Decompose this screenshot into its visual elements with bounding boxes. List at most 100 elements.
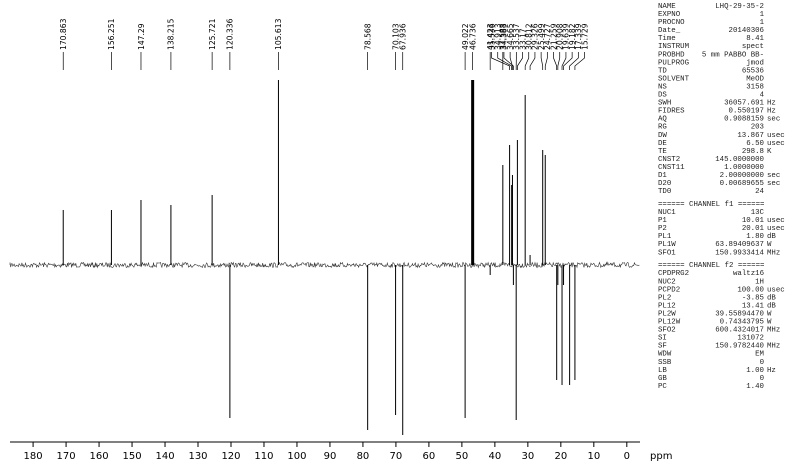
label-connector bbox=[563, 52, 573, 70]
param-name: D1 bbox=[658, 172, 667, 180]
peak-label: 78.568 bbox=[363, 23, 372, 50]
param-name: P2 bbox=[658, 225, 667, 233]
peak-label: 49.022 bbox=[461, 23, 470, 50]
label-connector bbox=[544, 52, 548, 70]
param-name: CPDPRG2 bbox=[658, 270, 689, 278]
param-name: SF bbox=[658, 343, 667, 351]
x-tick-label: 160 bbox=[90, 451, 109, 462]
label-connector bbox=[503, 52, 514, 70]
param-value: 1.00 bbox=[746, 367, 764, 375]
param-name: NUC1 bbox=[658, 209, 676, 217]
param-name: Time bbox=[658, 35, 676, 43]
peak-label: 24.727 bbox=[543, 23, 552, 50]
peak-label: 70.103 bbox=[391, 23, 400, 50]
peak-label: 105.613 bbox=[274, 18, 283, 50]
x-tick-label: 70 bbox=[390, 451, 403, 462]
label-connector bbox=[524, 52, 530, 70]
param-value: 0.550197 bbox=[729, 108, 764, 116]
baseline-noise bbox=[9, 261, 640, 269]
param-name: DS bbox=[658, 92, 667, 100]
param-name: AQ bbox=[658, 116, 667, 124]
param-value: 20140306 bbox=[729, 27, 764, 35]
param-name: TD bbox=[658, 67, 667, 75]
peak-label: 15.729 bbox=[580, 23, 589, 50]
param-name: INSTRUM bbox=[658, 43, 689, 51]
param-unit: sec bbox=[767, 116, 780, 124]
param-name: RG bbox=[658, 124, 667, 132]
param-name: D20 bbox=[658, 180, 671, 188]
param-unit: usec bbox=[767, 225, 785, 233]
param-name: SI bbox=[658, 335, 667, 343]
param-value: 13.867 bbox=[737, 132, 764, 140]
param-name: GB bbox=[658, 375, 667, 383]
param-name: PL2 bbox=[658, 294, 671, 302]
param-unit: usec bbox=[767, 132, 785, 140]
param-value: EM bbox=[755, 351, 764, 359]
param-value: 1.40 bbox=[746, 383, 764, 391]
label-connector bbox=[553, 52, 558, 70]
x-tick-label: 90 bbox=[324, 451, 337, 462]
param-value: 20.01 bbox=[742, 225, 765, 233]
peak-label: 20.908 bbox=[556, 23, 565, 50]
peak-label: 37.588 bbox=[499, 23, 508, 50]
param-value: 1.80 bbox=[746, 233, 764, 241]
param-name: PL12W bbox=[658, 319, 681, 327]
param-unit: MHz bbox=[767, 327, 780, 335]
param-name: PL1 bbox=[658, 233, 672, 241]
param-unit: W bbox=[767, 310, 772, 318]
param-name: PULPROG bbox=[658, 59, 689, 67]
param-name: WDW bbox=[658, 351, 672, 359]
peak-label: 30.812 bbox=[525, 23, 534, 50]
param-name: TD0 bbox=[658, 188, 671, 196]
x-tick-label: 110 bbox=[254, 451, 273, 462]
param-value: spect bbox=[742, 43, 764, 51]
peak-label: 25.499 bbox=[537, 23, 546, 50]
param-unit: Hz bbox=[767, 367, 776, 375]
param-value: 600.4324017 bbox=[715, 327, 764, 335]
param-value: 65536 bbox=[742, 67, 764, 75]
peak-label: 21.259 bbox=[549, 23, 558, 50]
param-value: 298.8 bbox=[742, 148, 764, 156]
param-name: TE bbox=[658, 148, 667, 156]
param-value: 145.0000000 bbox=[715, 156, 764, 164]
param-value: 203 bbox=[751, 124, 764, 132]
param-unit: usec bbox=[767, 140, 785, 148]
x-tick-label: 100 bbox=[287, 451, 306, 462]
param-unit: sec bbox=[767, 172, 780, 180]
param-name: SOLVENT bbox=[658, 75, 690, 83]
param-value: 150.9933414 bbox=[715, 249, 764, 257]
param-unit: dB bbox=[767, 233, 776, 241]
param-unit: Hz bbox=[767, 108, 776, 116]
param-value: 0 bbox=[760, 359, 764, 367]
param-value: MeOD bbox=[746, 75, 764, 83]
peak-label: 46.736 bbox=[468, 23, 477, 50]
peak-label: 34.665 bbox=[506, 23, 515, 50]
param-value: waltz16 bbox=[733, 270, 764, 278]
label-connector bbox=[529, 52, 536, 70]
param-name: P1 bbox=[658, 217, 667, 225]
param-value: 5 mm PABBO BB- bbox=[702, 51, 764, 59]
x-tick-label: 0 bbox=[624, 451, 630, 462]
param-name: LB bbox=[658, 367, 667, 375]
peak-label: 29.326 bbox=[531, 23, 540, 50]
peak-label: 34.383 bbox=[500, 23, 509, 50]
x-tick-label: 170 bbox=[57, 451, 76, 462]
param-name: PC bbox=[658, 383, 667, 391]
x-axis-title: ppm bbox=[650, 451, 672, 462]
peak-label: 41.423 bbox=[486, 23, 495, 50]
x-tick-label: 80 bbox=[357, 451, 370, 462]
param-name: EXPNO bbox=[658, 11, 681, 19]
param-unit: W bbox=[767, 319, 772, 327]
label-connector bbox=[491, 52, 510, 70]
param-value: 13C bbox=[751, 209, 765, 217]
label-connector bbox=[509, 52, 513, 70]
x-tick-label: 40 bbox=[489, 451, 502, 462]
x-tick-label: 20 bbox=[554, 451, 567, 462]
param-unit: MHz bbox=[767, 249, 780, 257]
param-name: NAME bbox=[658, 3, 676, 11]
peak-label: 67.936 bbox=[399, 23, 408, 50]
param-name: PROCNO bbox=[658, 19, 685, 27]
label-connector bbox=[574, 52, 585, 70]
peak-label: 19.182 bbox=[568, 23, 577, 50]
label-connector bbox=[497, 52, 512, 70]
